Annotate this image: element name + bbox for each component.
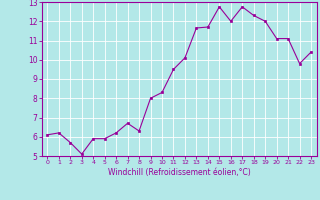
X-axis label: Windchill (Refroidissement éolien,°C): Windchill (Refroidissement éolien,°C) — [108, 168, 251, 177]
